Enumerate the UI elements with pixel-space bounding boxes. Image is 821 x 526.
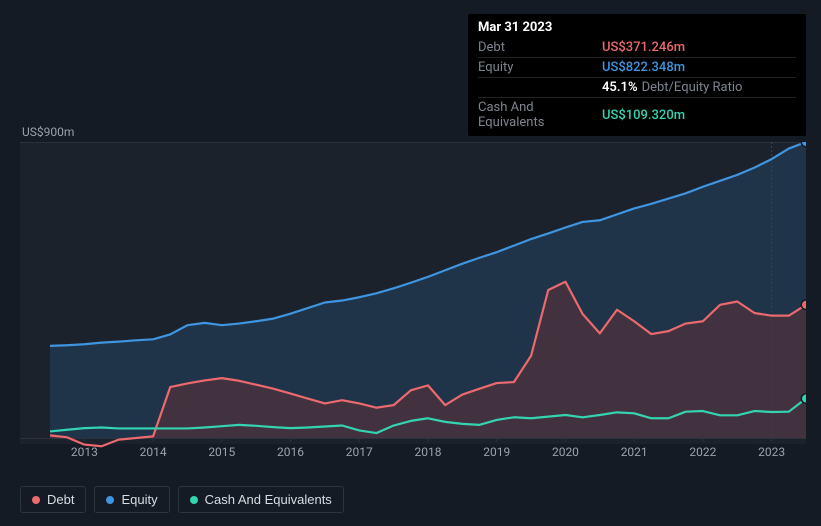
- x-tick-label: 2023: [758, 445, 785, 459]
- x-tick-label: 2021: [621, 445, 648, 459]
- legend-item-equity[interactable]: Equity: [94, 486, 169, 513]
- tooltip-row: EquityUS$822.348m: [478, 58, 796, 78]
- tooltip-ratio-text: Debt/Equity Ratio: [642, 80, 743, 95]
- tooltip-label: Cash And Equivalents: [478, 100, 602, 130]
- x-tick-label: 2019: [483, 445, 510, 459]
- y-axis-max-label: US$900m: [22, 125, 74, 139]
- tooltip-date: Mar 31 2023: [478, 20, 796, 38]
- tooltip-row: 45.1% Debt/Equity Ratio: [478, 78, 796, 98]
- legend-label: Cash And Equivalents: [205, 492, 332, 507]
- x-tick-label: 2014: [140, 445, 167, 459]
- root-container: Mar 31 2023 DebtUS$371.246mEquityUS$822.…: [0, 0, 821, 526]
- x-tick-label: 2022: [689, 445, 716, 459]
- tooltip-value: US$822.348m: [602, 60, 685, 75]
- legend: Debt Equity Cash And Equivalents: [20, 486, 344, 513]
- tooltip-label: Equity: [478, 60, 602, 75]
- hover-tooltip: Mar 31 2023 DebtUS$371.246mEquityUS$822.…: [468, 14, 806, 136]
- tooltip-row: Cash And EquivalentsUS$109.320m: [478, 98, 796, 132]
- legend-label: Debt: [47, 492, 74, 507]
- x-tick-label: 2016: [277, 445, 304, 459]
- tooltip-label: Debt: [478, 40, 602, 55]
- legend-dot-equity: [106, 496, 114, 504]
- tooltip-row: DebtUS$371.246m: [478, 38, 796, 58]
- x-tick-label: 2018: [415, 445, 442, 459]
- x-tick-label: 2017: [346, 445, 373, 459]
- tooltip-ratio-pct: 45.1%: [602, 80, 638, 95]
- legend-dot-debt: [32, 496, 40, 504]
- legend-label: Equity: [121, 492, 157, 507]
- x-tick-label: 2015: [208, 445, 235, 459]
- legend-dot-cash: [190, 496, 198, 504]
- tooltip-value: US$109.320m: [602, 108, 685, 123]
- chart-area[interactable]: 2013201420152016201720182019202020212022…: [20, 142, 806, 444]
- x-tick-label: 2013: [71, 445, 98, 459]
- tooltip-value: US$371.246m: [602, 40, 685, 55]
- legend-item-cash[interactable]: Cash And Equivalents: [178, 486, 344, 513]
- legend-item-debt[interactable]: Debt: [20, 486, 86, 513]
- x-tick-label: 2020: [552, 445, 579, 459]
